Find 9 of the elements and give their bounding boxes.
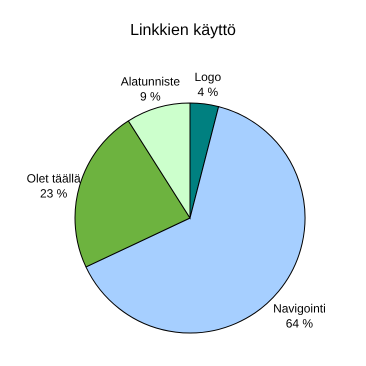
data-label: 64 % (286, 316, 314, 331)
data-label: 23 % (40, 186, 68, 200)
chart-title: Linkkien käyttö (130, 22, 236, 39)
slice-label: Logo (194, 70, 222, 84)
slice-label: Navigointi (273, 302, 326, 316)
slice-label: Olet täällä (26, 171, 81, 186)
slice-label: Alatunniste (120, 74, 180, 89)
data-label: 9 % (140, 90, 162, 104)
data-label: 4 % (197, 85, 218, 100)
